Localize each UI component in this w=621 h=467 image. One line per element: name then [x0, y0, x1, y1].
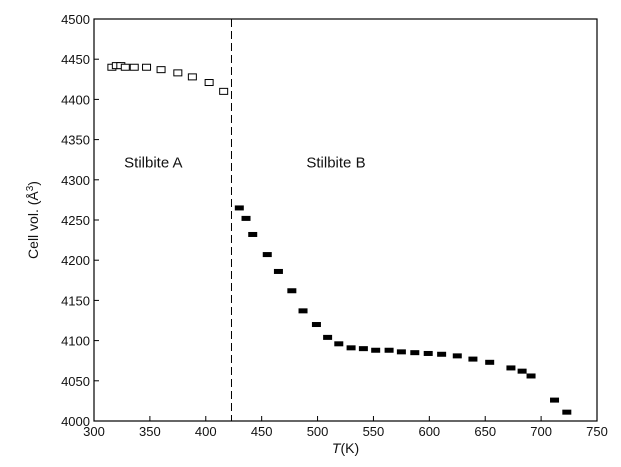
data-point-filled: [437, 351, 447, 357]
axis-ticks: 300 350 400 450 500 550 600 650 700 750 4000 4050 41…: [61, 12, 608, 439]
y-tick-label: 4200: [61, 253, 90, 268]
y-tick-label: 4450: [61, 52, 90, 67]
data-point-filled: [262, 252, 272, 258]
data-points: [107, 62, 572, 415]
x-tick-label: 300: [83, 424, 105, 439]
data-point-filled: [298, 308, 308, 314]
phase-annotation: Stilbite A: [124, 155, 182, 172]
y-tick-label: 4100: [61, 334, 90, 349]
x-tick-label: 550: [363, 424, 385, 439]
x-axis-label-unit: (K): [340, 440, 359, 456]
x-tick-label: 350: [139, 424, 161, 439]
x-tick-label: 650: [474, 424, 496, 439]
plot-frame: [93, 18, 598, 422]
data-point-filled: [562, 409, 572, 415]
y-tick-label: 4250: [61, 213, 90, 228]
y-tick-label: 4050: [61, 374, 90, 389]
data-point-open: [142, 63, 152, 71]
data-point-filled: [517, 368, 527, 374]
x-tick-label: 400: [195, 424, 217, 439]
data-point-filled: [371, 347, 381, 353]
data-point-filled: [346, 345, 356, 351]
data-point-filled: [323, 334, 333, 340]
y-tick-label: 4350: [61, 133, 90, 148]
y-tick-label: 4000: [61, 414, 90, 429]
data-point-filled: [248, 231, 258, 237]
data-point-open: [120, 63, 130, 71]
data-point-filled: [334, 341, 344, 347]
x-tick-label: 600: [418, 424, 440, 439]
data-point-filled: [234, 205, 244, 211]
data-point-filled: [550, 397, 560, 403]
data-point-open: [129, 63, 139, 71]
data-point-filled: [384, 347, 394, 353]
data-point-filled: [452, 353, 462, 359]
annotations: Stilbite A Stilbite B: [124, 155, 365, 172]
data-point-open: [204, 79, 214, 87]
y-axis-label-close: ): [25, 181, 41, 186]
data-point-filled: [311, 322, 321, 328]
data-point-filled: [396, 349, 406, 355]
y-axis-label-main: Cell vol. (Å: [25, 191, 41, 259]
x-axis-label-var: T: [332, 440, 342, 456]
y-axis-label-sup: 3: [25, 185, 36, 191]
data-point-open: [187, 73, 197, 81]
data-point-filled: [468, 356, 478, 362]
data-point-open: [173, 69, 183, 77]
data-point-filled: [241, 215, 251, 221]
y-axis-label: Cell vol. (Å3): [25, 181, 42, 259]
x-tick-label: 450: [251, 424, 273, 439]
y-tick-label: 4400: [61, 92, 90, 107]
y-tick-label: 4500: [61, 12, 90, 27]
data-point-open: [156, 66, 166, 74]
data-point-filled: [273, 268, 283, 274]
x-tick-label: 500: [307, 424, 329, 439]
data-point-filled: [287, 288, 297, 294]
y-tick-label: 4150: [61, 293, 90, 308]
data-point-filled: [423, 350, 433, 356]
data-point-filled: [526, 373, 536, 379]
data-point-filled: [358, 346, 368, 352]
x-tick-label: 700: [530, 424, 552, 439]
y-tick-label: 4300: [61, 173, 90, 188]
x-tick-label: 750: [586, 424, 608, 439]
data-point-filled: [485, 359, 495, 365]
phase-annotation: Stilbite B: [306, 155, 365, 172]
data-point-open: [219, 87, 229, 95]
data-point-filled: [410, 350, 420, 356]
x-axis-label: T(K): [332, 440, 359, 456]
data-point-filled: [506, 365, 516, 371]
